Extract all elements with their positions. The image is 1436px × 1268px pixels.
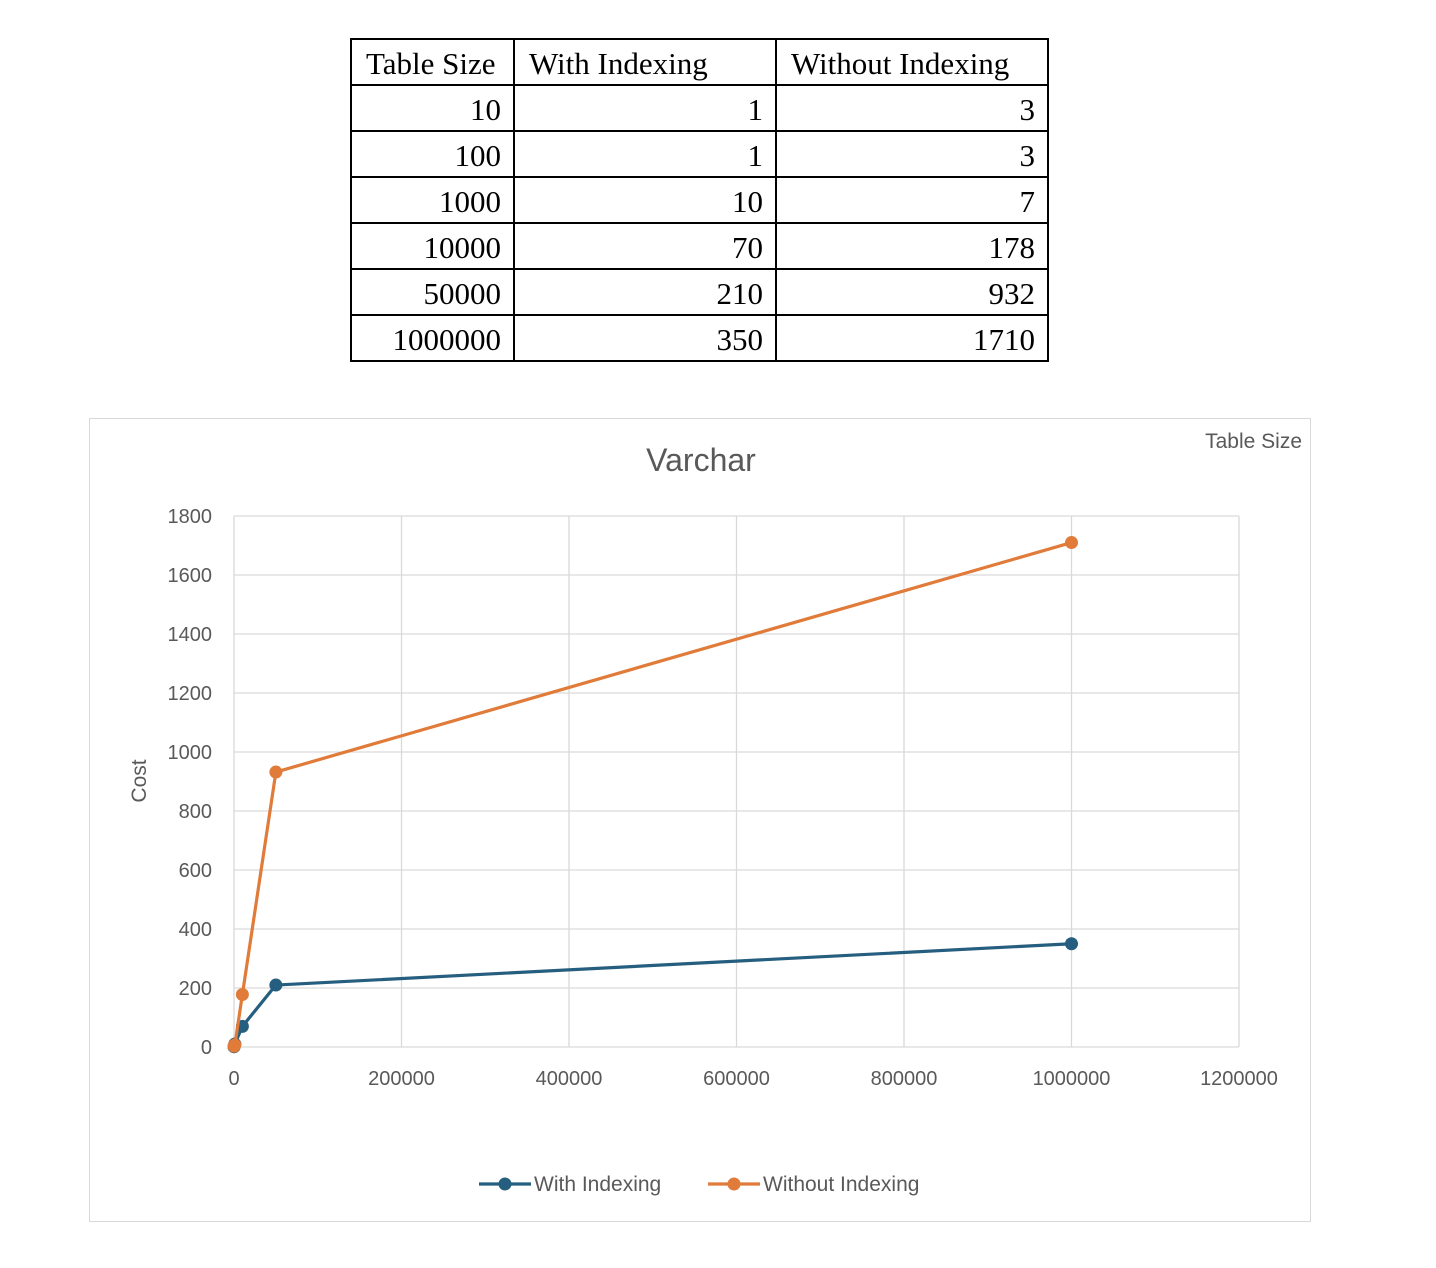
table-row: 10 1 3 <box>350 84 1049 132</box>
x-tick-label: 800000 <box>871 1068 938 1090</box>
legend-swatch-marker <box>498 1177 512 1191</box>
table-row: 10000 70 178 <box>350 222 1049 270</box>
table-cell: 50000 <box>350 268 515 316</box>
y-tick-label: 1200 <box>168 683 213 705</box>
table-cell: 1 <box>513 84 777 132</box>
chart-title: Varchar <box>646 442 756 478</box>
x-tick-label: 1000000 <box>1033 1068 1111 1090</box>
axes: 0 200 400 600 800 1000 1200 1400 1600 1800 0 200000… <box>168 506 1278 1090</box>
table-cell: 1000000 <box>350 314 515 362</box>
table-cell: 178 <box>775 222 1049 270</box>
table-cell: 350 <box>513 314 777 362</box>
table-cell: 100 <box>350 130 515 178</box>
x-tick-label: 600000 <box>703 1068 770 1090</box>
x-tick-label: 1200000 <box>1200 1068 1278 1090</box>
legend-swatch-marker <box>727 1177 741 1191</box>
x-tick-label: 200000 <box>368 1068 435 1090</box>
x-tick-label: 0 <box>228 1068 239 1090</box>
table-cell: 932 <box>775 268 1049 316</box>
data-point <box>1065 937 1078 951</box>
table-cell: 1000 <box>350 176 515 224</box>
legend-label: With Indexing <box>534 1173 661 1196</box>
table-cell: 10000 <box>350 222 515 270</box>
y-axis-label: Cost <box>128 759 151 802</box>
y-tick-label: 1600 <box>168 565 213 587</box>
x-axis-label: Table Size <box>1205 430 1302 453</box>
data-table: Table Size With Indexing Without Indexin… <box>350 38 1049 362</box>
data-point <box>269 765 283 779</box>
y-tick-label: 0 <box>201 1037 212 1059</box>
table-cell: 1710 <box>775 314 1049 362</box>
chart-area: 0 200 400 600 800 1000 1200 1400 1600 1800 0 200000… <box>89 418 1311 1222</box>
legend: With Indexing Without Indexing <box>479 1173 919 1196</box>
table-row: 1000000 350 1710 <box>350 314 1049 362</box>
data-point <box>228 1038 242 1052</box>
data-point <box>269 978 283 992</box>
y-tick-label: 1000 <box>168 742 213 764</box>
x-tick-label: 400000 <box>536 1068 603 1090</box>
header-table-size: Table Size <box>350 38 515 86</box>
table-cell: 3 <box>775 84 1049 132</box>
series-line-with-indexing <box>232 942 1072 1049</box>
y-tick-label: 1400 <box>168 624 213 646</box>
table-cell: 1 <box>513 130 777 178</box>
table-row: 50000 210 932 <box>350 268 1049 316</box>
table-row: 100 1 3 <box>350 130 1049 178</box>
y-tick-label: 200 <box>179 978 212 1000</box>
table-cell: 70 <box>513 222 777 270</box>
data-point <box>235 987 249 1001</box>
series-line-without-indexing <box>232 541 1072 1048</box>
header-without-indexing: Without Indexing <box>775 38 1049 86</box>
series <box>227 536 1078 1054</box>
table-cell: 10 <box>513 176 777 224</box>
table-cell: 3 <box>775 130 1049 178</box>
data-point <box>1065 536 1078 550</box>
y-tick-label: 1800 <box>168 506 213 528</box>
header-with-indexing: With Indexing <box>513 38 777 86</box>
grid <box>233 515 1240 1048</box>
table-cell: 7 <box>775 176 1049 224</box>
legend-label: Without Indexing <box>763 1173 919 1196</box>
chart-svg: 0 200 400 600 800 1000 1200 1400 1600 1800 0 200000… <box>128 430 1302 1196</box>
table-header-row: Table Size With Indexing Without Indexin… <box>350 38 1049 86</box>
table-row: 1000 10 7 <box>350 176 1049 224</box>
y-tick-label: 600 <box>179 860 212 882</box>
table-cell: 10 <box>350 84 515 132</box>
y-tick-label: 400 <box>179 919 212 941</box>
table-cell: 210 <box>513 268 777 316</box>
y-tick-label: 800 <box>179 801 212 823</box>
